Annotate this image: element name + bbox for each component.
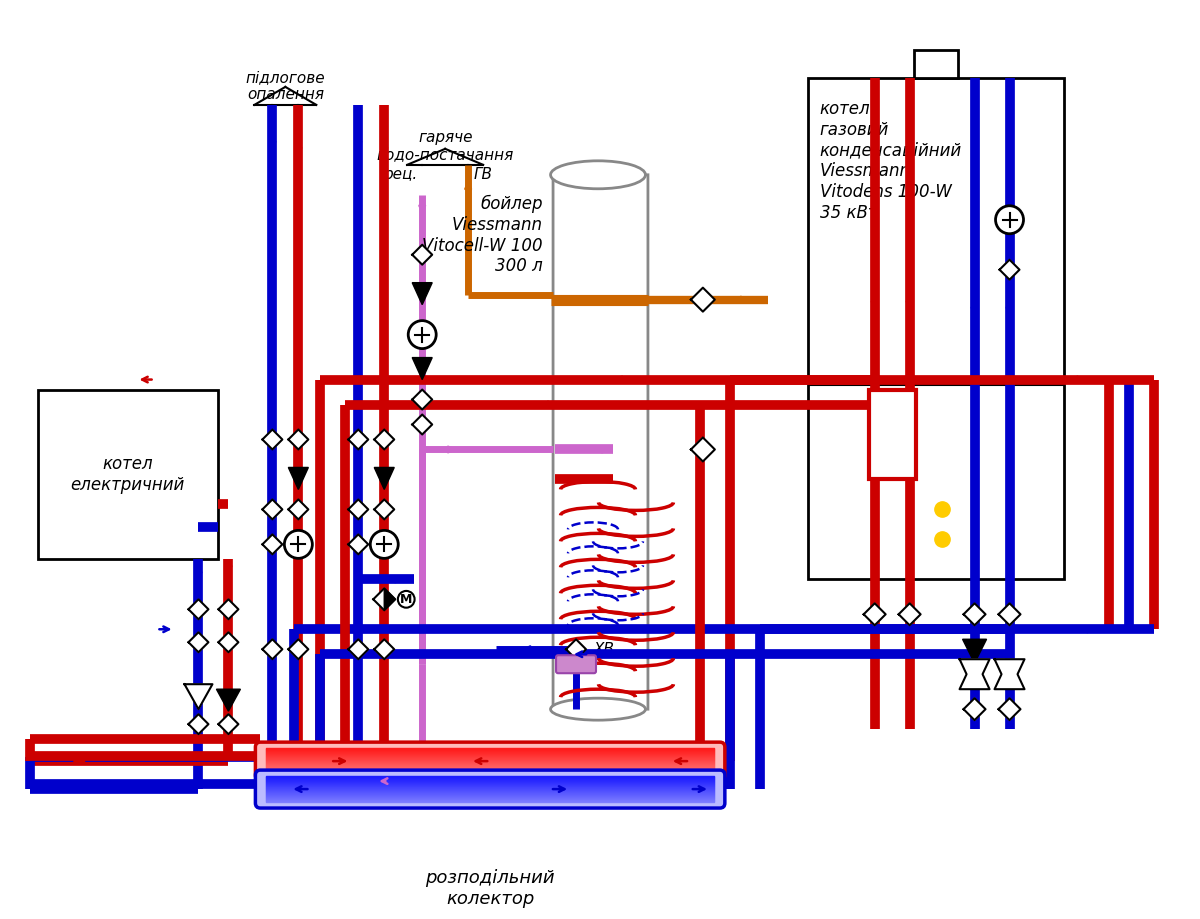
Polygon shape [185,685,212,709]
Text: M: M [400,593,413,606]
Polygon shape [566,640,586,659]
FancyBboxPatch shape [256,743,725,780]
Polygon shape [960,659,990,689]
Text: рец.: рец. [383,167,418,182]
FancyBboxPatch shape [256,770,725,808]
Ellipse shape [551,161,646,188]
Polygon shape [288,429,308,449]
Text: ГВ: ГВ [473,167,492,182]
Polygon shape [413,244,432,265]
Ellipse shape [551,698,646,720]
Polygon shape [691,437,715,461]
Polygon shape [374,429,395,449]
Polygon shape [1000,260,1020,279]
Polygon shape [373,588,395,610]
FancyBboxPatch shape [869,390,916,480]
Polygon shape [348,534,368,554]
FancyBboxPatch shape [556,655,596,674]
Polygon shape [288,640,308,659]
Text: розподільний
колектор: розподільний колектор [425,869,554,908]
Polygon shape [288,468,308,490]
Polygon shape [413,414,432,435]
Polygon shape [188,714,209,734]
Polygon shape [218,599,239,619]
Polygon shape [216,689,240,711]
Circle shape [408,321,436,348]
Polygon shape [864,603,886,625]
Polygon shape [263,534,282,554]
Text: гаряче
водо-постачання: гаряче водо-постачання [377,130,514,163]
Text: підлогове
опалення: підлогове опалення [246,70,325,102]
Polygon shape [188,632,209,652]
Polygon shape [995,659,1025,689]
Polygon shape [413,283,432,304]
Polygon shape [288,499,308,519]
Circle shape [996,206,1024,233]
Polygon shape [413,390,432,410]
Polygon shape [348,499,368,519]
Polygon shape [263,499,282,519]
FancyBboxPatch shape [913,50,958,78]
Polygon shape [899,603,920,625]
Polygon shape [964,698,985,720]
Text: ХВ: ХВ [594,641,616,657]
Polygon shape [413,357,432,380]
Polygon shape [962,640,986,664]
Polygon shape [998,698,1020,720]
Polygon shape [384,588,395,610]
Polygon shape [374,468,395,490]
Circle shape [371,530,398,559]
Text: бойлер
Viessmann
Vitocell-W 100
300 л: бойлер Viessmann Vitocell-W 100 300 л [422,195,544,276]
FancyBboxPatch shape [37,390,218,560]
FancyBboxPatch shape [553,175,648,709]
Polygon shape [374,640,395,659]
Polygon shape [348,429,368,449]
Polygon shape [691,288,715,312]
Polygon shape [218,632,239,652]
Text: котел
газовий
конденсаційний
Viessmann
Vitodens 100-W
35 кВт: котел газовий конденсаційний Viessmann V… [820,100,962,221]
Polygon shape [263,640,282,659]
Polygon shape [964,603,985,625]
Circle shape [284,530,312,559]
Polygon shape [218,714,239,734]
Text: котел
електричний: котел електричний [71,455,185,494]
Polygon shape [374,499,395,519]
Polygon shape [263,429,282,449]
Polygon shape [998,603,1020,625]
Polygon shape [348,640,368,659]
FancyBboxPatch shape [808,78,1064,579]
Polygon shape [188,599,209,619]
